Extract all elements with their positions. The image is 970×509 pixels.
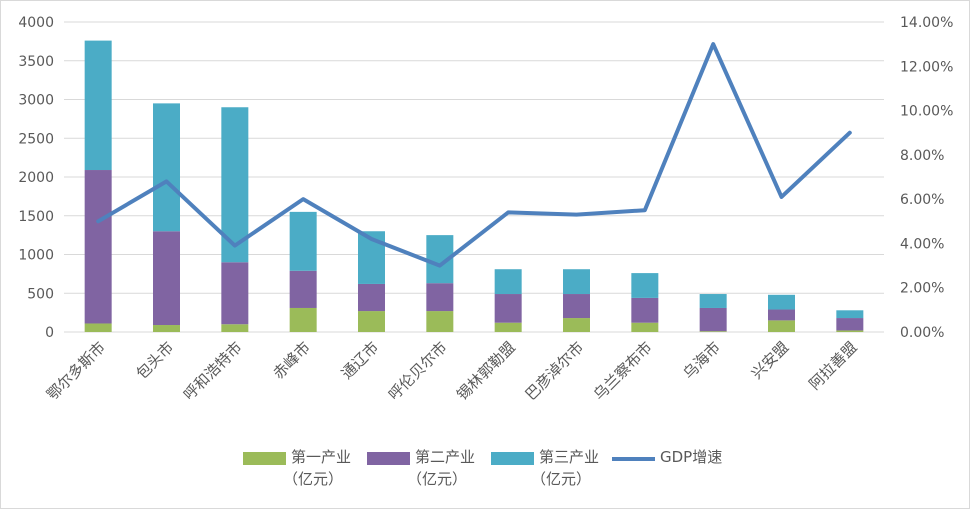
x-category-label: 阿拉善盟 xyxy=(805,338,860,393)
legend-item-tertiary-industry: 第三产业 （亿元） xyxy=(491,446,599,490)
y-axis-right-ticks: 0.00% 2.00% 4.00% 6.00% 8.00% 10.00% 12.00% 14.… xyxy=(900,15,953,341)
bar-segment-2 xyxy=(699,307,727,332)
y-left-tick-label: 500 xyxy=(27,286,54,302)
bar-segment-2 xyxy=(836,318,864,331)
legend-label: GDP增速 xyxy=(660,448,723,466)
y-left-tick-label: 2500 xyxy=(18,131,54,147)
bar-segment-1 xyxy=(631,322,659,332)
bar-segment-2 xyxy=(768,309,795,321)
legend-line-gdp xyxy=(612,457,655,461)
bar-segment-1 xyxy=(289,307,317,332)
x-category-label: 鄂尔多斯市 xyxy=(43,338,109,404)
legend-item-primary-industry: 第一产业 （亿元） xyxy=(243,446,351,490)
x-category-label: 呼伦贝尔市 xyxy=(385,338,451,404)
x-category-label: 呼和浩特市 xyxy=(180,338,246,404)
x-category-label: 包头市 xyxy=(133,338,178,383)
y-right-tick-label: 0.00% xyxy=(900,325,944,341)
bar-segment-2 xyxy=(358,283,385,312)
bar-segment-3 xyxy=(153,103,180,232)
y-left-tick-label: 1500 xyxy=(18,209,54,225)
bar-segment-3 xyxy=(563,269,590,295)
gdp-growth-series-line xyxy=(96,42,852,268)
bar-segment-2 xyxy=(221,262,249,325)
y-left-tick-label: 2000 xyxy=(18,170,54,186)
bar-segment-3 xyxy=(631,273,659,298)
x-category-label: 乌海市 xyxy=(679,338,724,383)
bar-segment-3 xyxy=(84,40,112,171)
legend-label: 第二产业 xyxy=(415,448,476,466)
bar-segment-3 xyxy=(836,310,864,319)
gdp-growth-line xyxy=(96,42,852,268)
y-left-tick-label: 3000 xyxy=(18,93,54,109)
legend-item-gdp-growth: GDP增速 xyxy=(612,446,722,468)
y-right-tick-label: 8.00% xyxy=(900,148,944,164)
y-left-tick-label: 3500 xyxy=(18,54,54,70)
y-axis-left-ticks: 0 500 1000 1500 2000 2500 3000 3500 4000 xyxy=(18,15,54,341)
stacked-bars xyxy=(84,40,864,332)
x-category-label: 巴彦淖尔市 xyxy=(522,338,588,404)
legend-item-secondary-industry: 第二产业 （亿元） xyxy=(367,446,475,490)
legend-swatch-tertiary xyxy=(491,452,534,465)
x-category-label: 通辽市 xyxy=(338,338,383,383)
bar-segment-1 xyxy=(358,311,385,332)
y-right-tick-label: 4.00% xyxy=(900,236,944,252)
bar-segment-1 xyxy=(84,323,112,332)
bar-segment-3 xyxy=(699,294,727,308)
legend-swatch-secondary xyxy=(367,452,410,465)
x-axis-category-labels: 鄂尔多斯市 包头市 呼和浩特市 赤峰市 通辽市 呼伦贝尔市 锡林郭勒盟 巴彦淖尔市 乌兰察布市乌… xyxy=(43,338,860,404)
legend-unit: （亿元） xyxy=(407,470,468,488)
legend-label: 第三产业 xyxy=(539,448,600,466)
bar-segment-2 xyxy=(84,170,112,324)
bar-segment-3 xyxy=(494,269,522,295)
legend: 第一产业 （亿元） 第二产业 （亿元） 第三产业 （亿元） GDP增速 xyxy=(0,446,970,496)
legend-unit: （亿元） xyxy=(531,470,592,488)
y-right-tick-label: 6.00% xyxy=(900,192,944,208)
bar-segment-1 xyxy=(699,331,727,332)
bar-segment-1 xyxy=(563,318,590,332)
legend-unit: （亿元） xyxy=(283,470,344,488)
bar-segment-1 xyxy=(221,324,249,332)
bar-segment-2 xyxy=(153,231,180,326)
gridlines xyxy=(64,21,884,333)
bar-segment-2 xyxy=(289,270,317,308)
bar-segment-1 xyxy=(426,311,454,332)
bar-segment-1 xyxy=(768,320,795,332)
y-right-tick-label: 2.00% xyxy=(900,281,944,297)
bar-segment-2 xyxy=(631,297,659,323)
bar-segment-3 xyxy=(289,211,317,271)
y-right-tick-label: 14.00% xyxy=(900,15,953,31)
x-category-label: 赤峰市 xyxy=(269,338,314,383)
bar-segment-2 xyxy=(426,283,454,312)
bar-segment-2 xyxy=(494,294,522,323)
x-category-label: 兴安盟 xyxy=(748,338,793,383)
bar-segment-1 xyxy=(836,330,864,332)
y-right-tick-label: 10.00% xyxy=(900,104,953,120)
y-left-tick-label: 0 xyxy=(45,325,54,341)
x-category-label: 锡林郭勒盟 xyxy=(453,338,519,404)
y-left-tick-label: 4000 xyxy=(18,15,54,31)
x-category-label: 乌兰察布市 xyxy=(590,338,656,404)
bar-segment-1 xyxy=(153,325,180,332)
legend-label: 第一产业 xyxy=(291,448,352,466)
bar-segment-3 xyxy=(768,294,795,310)
gdp-industry-chart: 0 500 1000 1500 2000 2500 3000 3500 4000 0.00% 2.… xyxy=(18,15,953,404)
y-left-tick-label: 1000 xyxy=(18,248,54,264)
bar-segment-1 xyxy=(494,322,522,332)
y-right-tick-label: 12.00% xyxy=(900,59,953,75)
bar-segment-2 xyxy=(563,294,590,319)
legend-swatch-primary xyxy=(243,452,286,465)
